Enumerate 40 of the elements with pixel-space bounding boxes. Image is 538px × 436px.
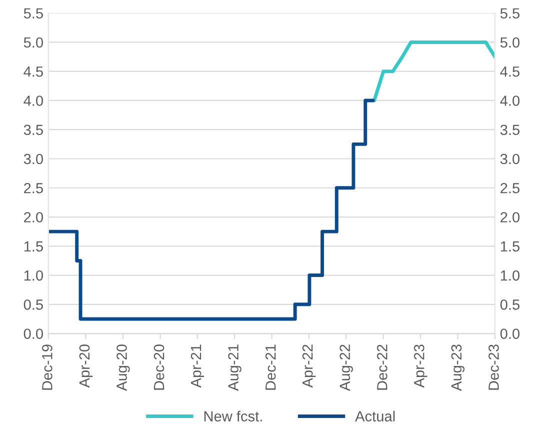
y2-tick-label: 4.0: [500, 96, 520, 106]
y-tick-label: 4.5: [24, 66, 43, 77]
y2-tick-label: 0.5: [500, 300, 520, 310]
y-tick-label: 0.0: [24, 328, 43, 339]
y2-tick-label: 4.5: [500, 66, 520, 77]
y2-tick-label: 3.0: [500, 154, 520, 164]
y2-tick-label: 0.0: [500, 328, 520, 339]
legend-label: New fcst.: [204, 410, 262, 422]
y2-tick-label: 1.5: [500, 241, 520, 252]
x-tick-label: Dec-22: [376, 344, 388, 390]
y-tick-label: 0.5: [24, 300, 43, 310]
x-tick-label: Aug-22: [340, 344, 353, 391]
x-tick-label: Apr-23: [414, 344, 428, 388]
x-tick-label: Apr-21: [190, 344, 204, 388]
y-tick-label: 2.5: [24, 182, 43, 194]
x-tick-label: Apr-20: [79, 344, 93, 388]
y2-tick-label: 5.5: [500, 8, 520, 19]
y-tick-label: 3.5: [24, 124, 43, 136]
y2-tick-label: 5.0: [500, 37, 520, 48]
x-tick-label: Dec-21: [265, 344, 276, 390]
y-tick-label: 3.0: [24, 154, 43, 164]
y2-tick-label: 1.0: [500, 270, 520, 281]
y-tick-label: 4.0: [24, 96, 43, 106]
x-tick-label: Dec-23: [488, 344, 499, 390]
y-tick-label: 5.5: [24, 8, 43, 19]
y-tick-label: 1.5: [24, 241, 43, 252]
x-tick-label: Dec-19: [42, 344, 52, 390]
y-tick-label: 1.0: [24, 270, 43, 281]
y2-tick-label: 3.5: [500, 124, 520, 136]
y-tick-label: 2.0: [24, 212, 43, 222]
x-tick-label: Apr-22: [302, 344, 316, 388]
x-tick-label: Aug-23: [451, 344, 464, 391]
y2-tick-label: 2.5: [500, 182, 520, 194]
line-series: [372, 40, 495, 102]
x-tick-label: Aug-21: [228, 344, 242, 391]
x-tick-label: Dec-20: [154, 344, 164, 390]
y2-tick-label: 2.0: [500, 212, 520, 222]
x-tick-label: Aug-20: [116, 344, 130, 391]
legend-label: Actual: [355, 410, 395, 422]
y-tick-label: 5.0: [24, 37, 43, 48]
